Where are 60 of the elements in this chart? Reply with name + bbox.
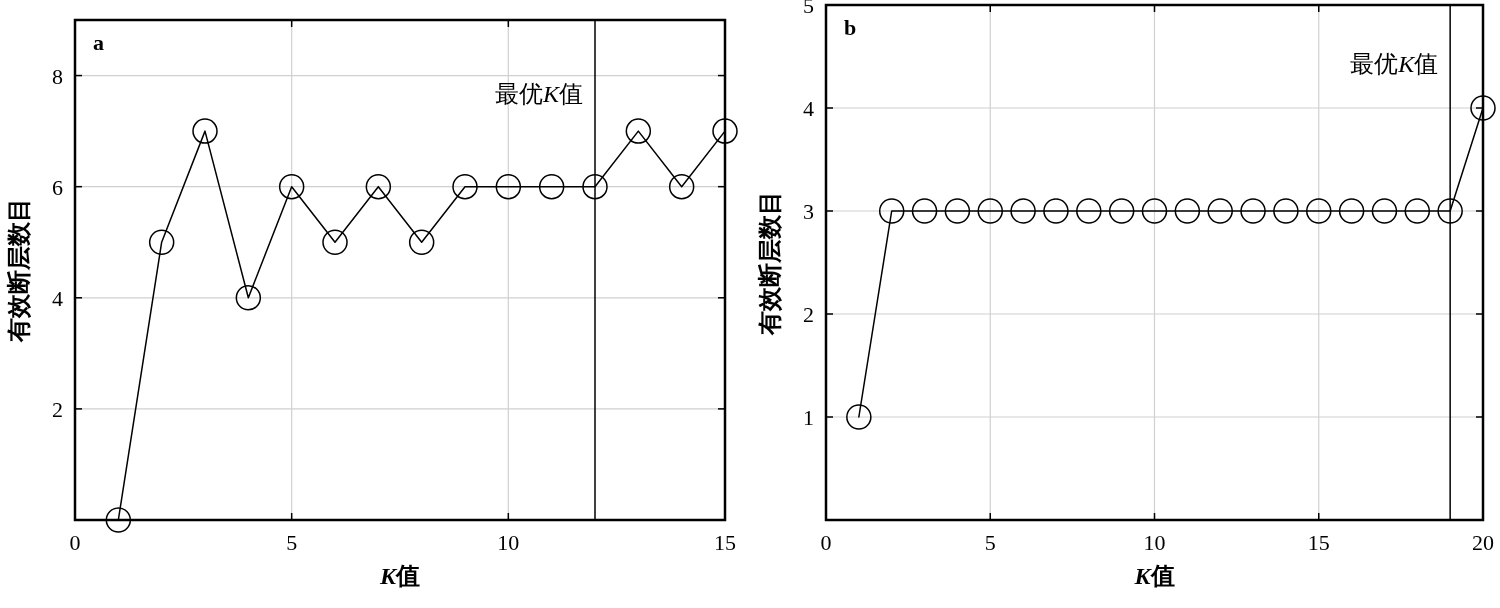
point <box>1043 198 1069 224</box>
x-tick-label: 15 <box>1307 530 1330 555</box>
x-tick-label: 10 <box>1143 530 1166 555</box>
point <box>1338 198 1365 224</box>
point <box>878 198 905 224</box>
point <box>365 173 392 200</box>
y-tick-label: 6 <box>52 174 63 200</box>
y-tick-label: 2 <box>52 396 63 422</box>
y-tick-label: 4 <box>803 96 814 121</box>
y-tick-label: 3 <box>803 199 814 224</box>
ref-line-label: 最优K值 <box>1350 51 1439 77</box>
point <box>1207 198 1233 224</box>
point <box>1470 95 1496 121</box>
point <box>235 285 262 311</box>
point <box>668 173 695 200</box>
x-tick-label: 20 <box>1472 530 1494 555</box>
x-tick-label: 0 <box>820 530 832 555</box>
point <box>1437 198 1463 224</box>
annotation: a <box>93 30 104 55</box>
point <box>712 118 738 144</box>
point <box>1404 198 1431 224</box>
y-tick-label: 8 <box>52 63 63 89</box>
point <box>977 198 1003 224</box>
point <box>1174 198 1201 224</box>
ref-line-label: 最优K值 <box>494 81 583 107</box>
y-axis-title: 有效断层数目 <box>6 198 32 343</box>
y-axis-title: 有效断层数目 <box>757 190 783 336</box>
point <box>1273 198 1299 224</box>
point <box>1371 198 1398 224</box>
point <box>105 507 132 533</box>
point <box>1306 198 1332 224</box>
annotation: b <box>844 15 857 40</box>
x-tick-label: 0 <box>69 530 81 555</box>
point <box>278 173 305 200</box>
point <box>408 229 435 255</box>
point <box>846 404 872 430</box>
x-tick-label: 5 <box>286 530 298 555</box>
point <box>582 173 608 200</box>
point <box>1240 198 1266 224</box>
x-axis-title: K值 <box>1133 563 1175 589</box>
point <box>192 118 218 144</box>
point <box>625 118 652 144</box>
point <box>148 229 175 255</box>
point <box>538 173 565 200</box>
point <box>322 229 348 255</box>
point <box>1076 198 1102 224</box>
point <box>1010 198 1036 224</box>
y-tick-label: 1 <box>803 405 814 430</box>
x-tick-label: 10 <box>497 530 520 555</box>
y-tick-label: 2 <box>803 302 814 327</box>
point <box>495 173 522 200</box>
point <box>944 198 971 224</box>
point <box>452 173 478 200</box>
point <box>1108 198 1135 224</box>
x-axis-title: K值 <box>378 563 421 589</box>
x-tick-label: 5 <box>984 530 996 555</box>
point <box>1141 198 1168 224</box>
x-tick-label: 15 <box>714 530 736 555</box>
point <box>911 198 938 224</box>
y-tick-label: 4 <box>52 285 63 311</box>
